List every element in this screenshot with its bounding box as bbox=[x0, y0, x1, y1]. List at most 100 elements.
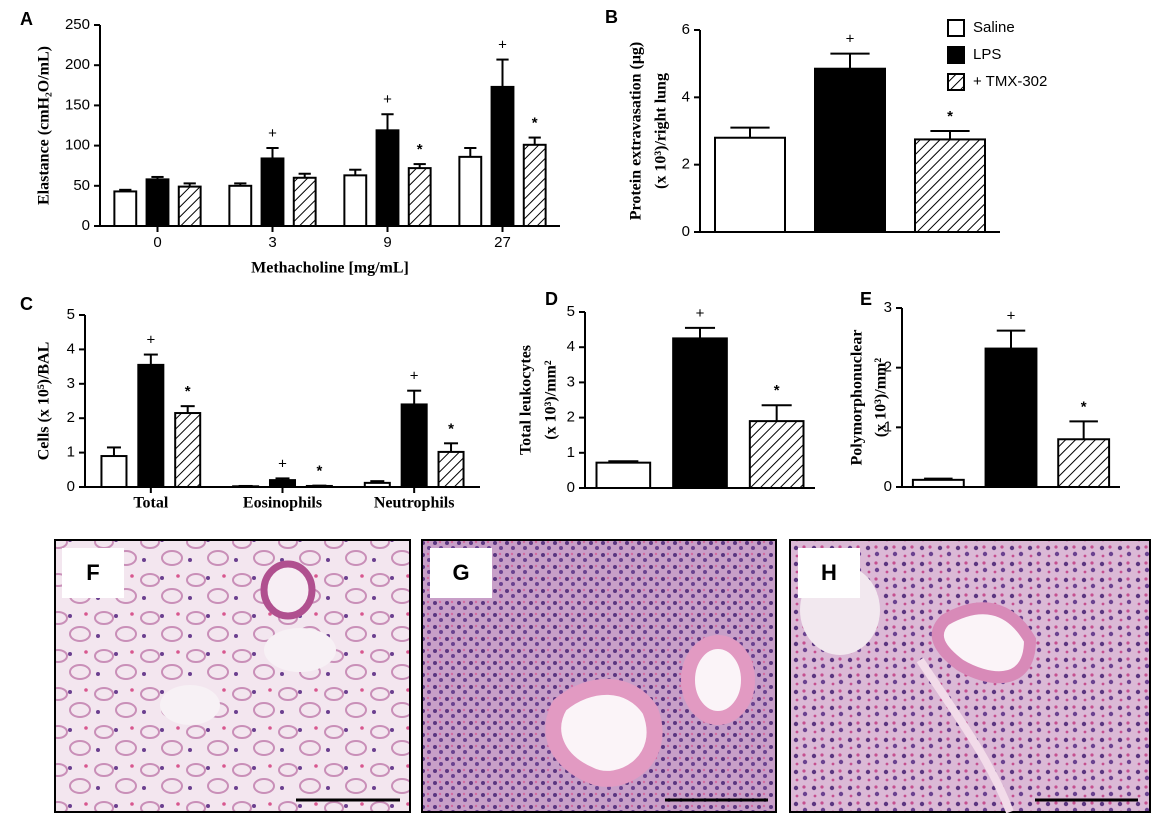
y-tick-label: 100 bbox=[65, 137, 90, 154]
y-tick-label: 0 bbox=[567, 479, 575, 496]
significance-marker: + bbox=[383, 91, 392, 108]
significance-marker: * bbox=[316, 463, 322, 480]
bar bbox=[363, 481, 391, 489]
x-axis-label: Methacholine [mg/mL] bbox=[251, 260, 409, 277]
airway bbox=[931, 602, 1037, 684]
bar bbox=[914, 138, 986, 234]
y-tick-label: 5 bbox=[67, 306, 75, 323]
significance-marker: * bbox=[185, 383, 191, 400]
bar bbox=[375, 129, 400, 228]
y-axis-label: Polymorphonuclear bbox=[849, 330, 866, 466]
y-tick-label: 1 bbox=[884, 418, 892, 435]
legend-label: LPS bbox=[973, 46, 1001, 63]
y-tick-label: 3 bbox=[884, 299, 892, 316]
y-axis-label: Total leukocytes bbox=[518, 345, 535, 455]
bar bbox=[174, 412, 202, 489]
y-tick-label: 3 bbox=[567, 373, 575, 390]
bar bbox=[522, 143, 547, 228]
bar bbox=[458, 155, 483, 227]
significance-marker: + bbox=[410, 368, 419, 385]
image-label: H bbox=[821, 560, 837, 585]
significance-marker: * bbox=[417, 141, 423, 158]
bar bbox=[672, 337, 728, 489]
y-tick-label: 5 bbox=[567, 303, 575, 320]
bar bbox=[400, 403, 428, 488]
bar bbox=[232, 485, 260, 489]
y-axis-label: (x 10³)/mm² bbox=[873, 358, 890, 438]
significance-marker: + bbox=[846, 31, 855, 48]
y-axis-label: (x 10³)/mm² bbox=[543, 360, 560, 440]
significance-marker: + bbox=[278, 455, 287, 472]
bar bbox=[292, 176, 317, 227]
significance-marker: * bbox=[774, 382, 780, 399]
x-tick-label: 27 bbox=[494, 234, 511, 251]
y-axis-label: Protein extravasation (μg) bbox=[628, 42, 645, 221]
histology-g: G bbox=[421, 539, 777, 813]
significance-marker: + bbox=[146, 332, 155, 349]
significance-marker: + bbox=[1007, 308, 1016, 325]
bar bbox=[407, 167, 432, 227]
y-tick-label: 2 bbox=[67, 409, 75, 426]
y-tick-label: 4 bbox=[682, 88, 690, 105]
bar bbox=[1057, 438, 1111, 488]
y-tick-label: 0 bbox=[884, 478, 892, 495]
y-tick-label: 50 bbox=[73, 177, 90, 194]
bar bbox=[145, 178, 170, 227]
bar bbox=[305, 484, 333, 488]
airway bbox=[260, 560, 316, 620]
bar bbox=[268, 479, 297, 488]
x-tick-label: 3 bbox=[268, 234, 276, 251]
y-axis-label: (x 10³)/right lung bbox=[653, 73, 670, 189]
airway bbox=[545, 678, 663, 787]
histology-h: H bbox=[789, 539, 1151, 814]
alveolus bbox=[264, 628, 336, 672]
y-tick-label: 1 bbox=[567, 444, 575, 461]
legend-label: + TMX-302 bbox=[973, 73, 1047, 90]
y-tick-label: 2 bbox=[682, 156, 690, 173]
significance-marker: * bbox=[1081, 398, 1087, 415]
bar bbox=[814, 67, 886, 234]
chart-panel: C 0 1 2 3 4 5 Cells (x 10⁵)/BAL Total + * Eosinophi… bbox=[20, 294, 480, 512]
bar bbox=[260, 157, 285, 228]
x-tick-label: 0 bbox=[153, 234, 161, 251]
y-tick-label: 0 bbox=[682, 223, 690, 240]
bar bbox=[100, 455, 128, 489]
label-box bbox=[430, 548, 492, 598]
bar bbox=[228, 184, 253, 228]
y-tick-label: 4 bbox=[67, 340, 75, 357]
y-tick-label: 6 bbox=[682, 21, 690, 38]
vessel bbox=[916, 657, 1014, 814]
chart-panel: E 0 1 2 3 Polymorphonuclear (x 10³)/mm² + * bbox=[849, 289, 1120, 495]
bar bbox=[137, 363, 165, 489]
panel-letter: A bbox=[20, 9, 33, 29]
panel-letter: E bbox=[860, 289, 872, 309]
panel-letter: D bbox=[545, 289, 558, 309]
panel-letter: B bbox=[605, 7, 618, 27]
label-box bbox=[62, 548, 124, 598]
significance-marker: * bbox=[532, 115, 538, 132]
y-axis-label: Elastance (cmH₂O/mL) bbox=[36, 46, 53, 205]
bar bbox=[748, 420, 805, 489]
histology-f: F bbox=[54, 539, 411, 813]
bar bbox=[714, 136, 786, 234]
chart-panel: A 0 50 100 150 200 250 Elastance (cmH₂O/mL) 0 3 +9… bbox=[20, 9, 560, 277]
bar bbox=[437, 450, 465, 488]
y-tick-label: 2 bbox=[884, 359, 892, 376]
legend-label: Saline bbox=[973, 19, 1015, 36]
significance-marker: * bbox=[947, 108, 953, 125]
y-tick-label: 4 bbox=[567, 338, 575, 355]
significance-marker: * bbox=[448, 420, 454, 437]
x-tick-label: Eosinophils bbox=[243, 495, 322, 512]
bar bbox=[490, 85, 515, 227]
bar bbox=[911, 478, 965, 488]
y-tick-label: 3 bbox=[67, 375, 75, 392]
y-tick-label: 250 bbox=[65, 16, 90, 33]
panel-letter: C bbox=[20, 294, 33, 314]
legend-swatch bbox=[947, 73, 965, 91]
image-label: G bbox=[452, 560, 469, 585]
significance-marker: + bbox=[498, 37, 507, 54]
chart-panel: B 0 2 4 6 Protein extravasation (μg) (x 10³)/r… bbox=[605, 7, 1047, 240]
airway bbox=[681, 635, 755, 725]
significance-marker: + bbox=[696, 305, 705, 322]
